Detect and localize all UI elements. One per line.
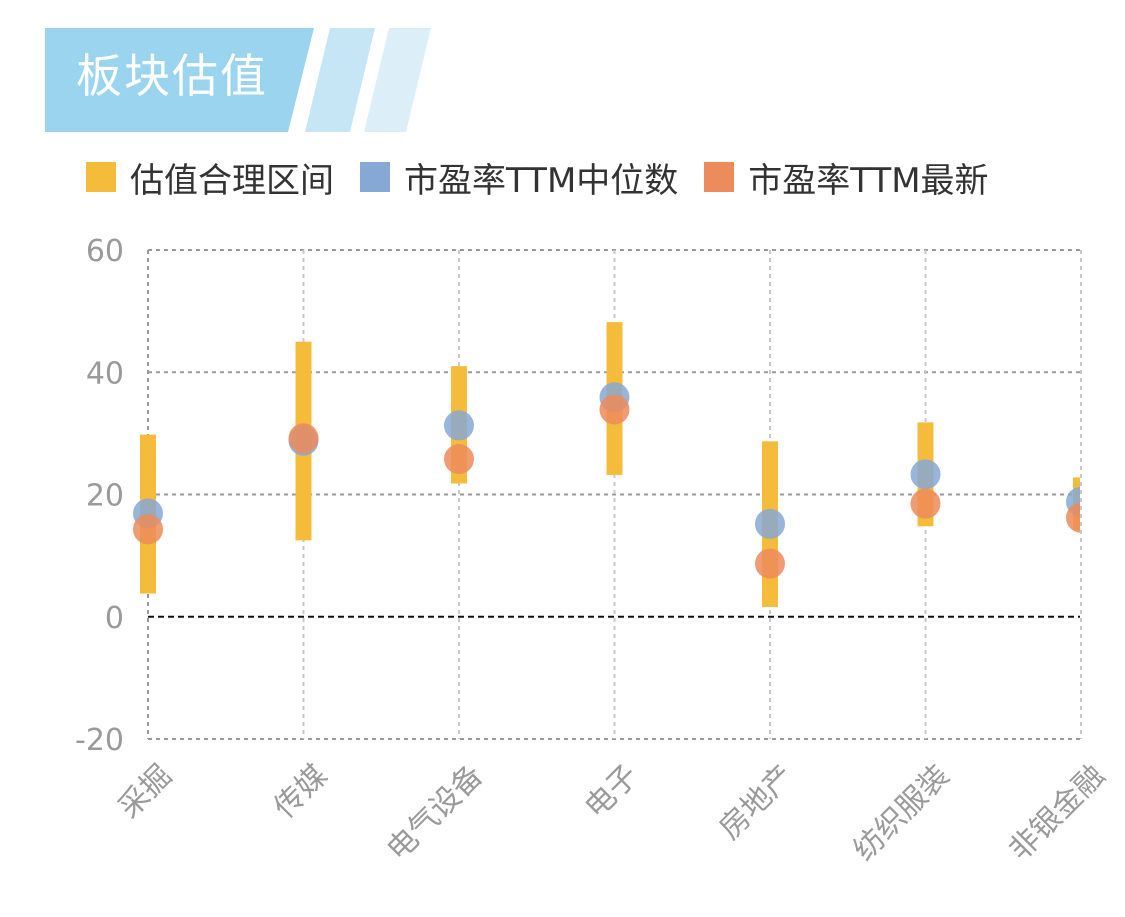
banner-main-shape	[45, 28, 314, 132]
plot-marks	[133, 322, 1080, 607]
y-tick-label: 0	[105, 601, 124, 636]
banner-stripe-1	[305, 28, 375, 132]
y-tick-label: 40	[86, 356, 124, 391]
banner-stripe-2	[364, 28, 431, 132]
legend-label-median: 市盈率TTM中位数	[404, 160, 679, 201]
legend-swatch-median	[360, 162, 390, 192]
latest-point	[133, 514, 163, 545]
latest-point	[910, 488, 941, 519]
x-tick-label: 传媒	[267, 758, 334, 825]
legend-item-median: 市盈率TTM中位数	[360, 153, 678, 202]
median-point	[444, 410, 474, 441]
x-tick-label: 电气设备	[380, 758, 490, 868]
latest-point	[1066, 502, 1080, 533]
legend-item-latest: 市盈率TTM最新	[704, 153, 989, 202]
legend-label-range: 估值合理区间	[130, 160, 334, 201]
x-tick-label: 非银金融	[1002, 758, 1112, 868]
title-banner	[45, 28, 431, 132]
x-tick-label: 电子	[578, 758, 645, 825]
x-tick-label: 房地产	[713, 758, 801, 846]
x-tick-label: 采掘	[112, 758, 179, 825]
y-tick-label: -20	[75, 723, 124, 758]
x-tick-label: 纺织服装	[847, 758, 957, 868]
y-tick-label: 20	[86, 479, 124, 514]
chart-legend: 估值合理区间 市盈率TTM中位数 市盈率TTM最新	[86, 152, 1015, 202]
legend-item-range: 估值合理区间	[86, 153, 334, 202]
median-point	[755, 508, 785, 539]
legend-swatch-range	[86, 162, 116, 192]
latest-point	[755, 548, 785, 579]
legend-label-latest: 市盈率TTM最新	[748, 160, 989, 201]
page-title: 板块估值	[76, 49, 268, 103]
latest-point	[599, 394, 630, 425]
latest-point	[444, 444, 474, 475]
median-point	[910, 459, 941, 490]
legend-swatch-latest	[704, 162, 735, 192]
latest-point	[288, 423, 319, 454]
y-tick-label: 60	[86, 234, 124, 269]
